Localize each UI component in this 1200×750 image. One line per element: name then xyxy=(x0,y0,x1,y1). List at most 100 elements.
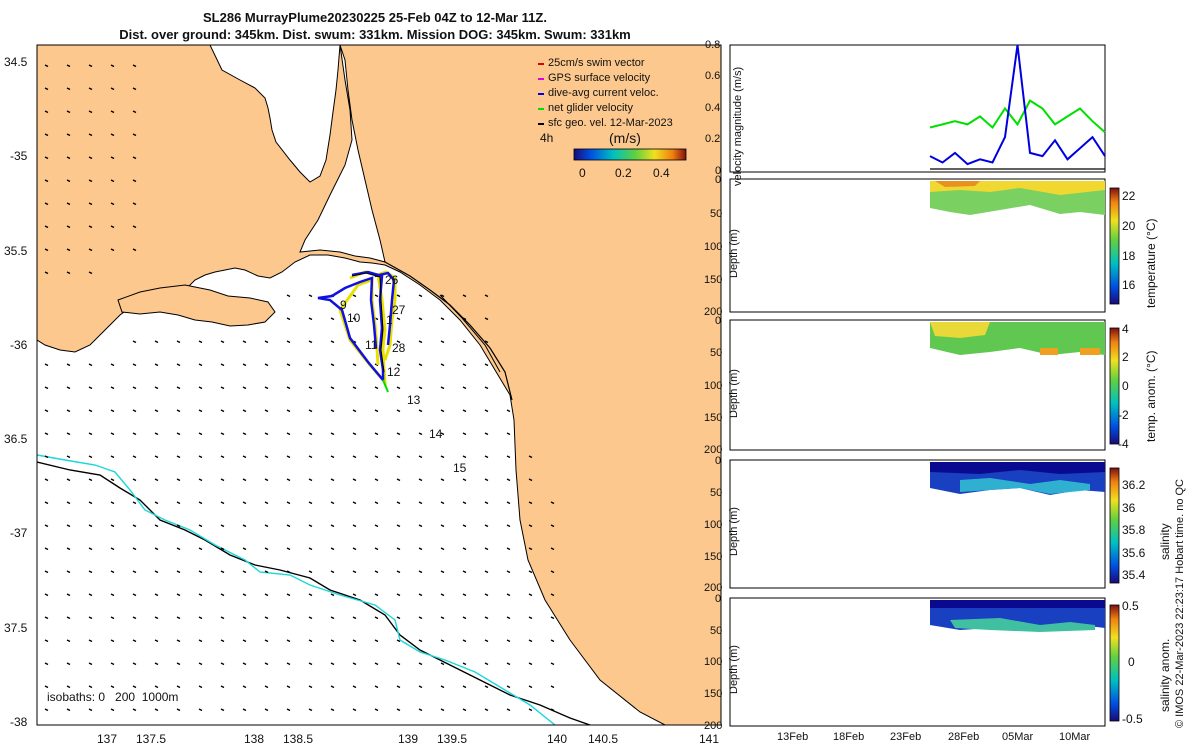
vector-arrow xyxy=(88,685,93,689)
salinity-anom-colorbar xyxy=(1109,604,1120,722)
vector-arrow xyxy=(396,662,401,666)
tanom-ylabel: Depth (m) xyxy=(728,369,740,418)
vector-arrow xyxy=(418,294,423,298)
vector-arrow xyxy=(264,501,269,505)
ytick: 200 xyxy=(704,444,723,456)
vector-arrow xyxy=(66,202,71,206)
vector-arrow xyxy=(66,639,71,643)
temp-ylabel: Depth (m) xyxy=(728,229,740,278)
time-tick: 23Feb xyxy=(890,731,922,743)
vector-arrow xyxy=(198,432,203,436)
legend-swatch xyxy=(538,77,544,80)
vector-arrow xyxy=(88,708,93,712)
vector-arrow xyxy=(66,616,71,620)
vector-arrow xyxy=(418,455,423,459)
vector-arrow xyxy=(198,363,203,367)
vector-arrow xyxy=(132,478,137,482)
vector-arrow xyxy=(418,363,423,367)
vector-arrow xyxy=(154,340,159,344)
vector-arrow xyxy=(154,662,159,666)
vector-arrow xyxy=(176,662,181,666)
vector-arrow xyxy=(66,547,71,551)
vector-arrow xyxy=(110,616,115,620)
vector-arrow xyxy=(440,478,445,482)
vector-arrow xyxy=(440,685,445,689)
vector-arrow xyxy=(396,455,401,459)
vector-arrow xyxy=(308,363,313,367)
vector-arrow xyxy=(462,501,467,505)
vector-arrow xyxy=(242,708,247,712)
temperature-colorbar xyxy=(1109,187,1120,305)
vector-arrow xyxy=(66,455,71,459)
vector-arrow xyxy=(220,478,225,482)
vector-arrow xyxy=(308,478,313,482)
vector-arrow xyxy=(220,455,225,459)
cbar-tick: 0.5 xyxy=(1122,599,1139,613)
vector-arrow xyxy=(44,133,49,137)
vector-arrow xyxy=(220,708,225,712)
legend-label: 25cm/s swim vector xyxy=(548,57,645,69)
vector-arrow xyxy=(462,409,467,413)
vector-arrow xyxy=(264,593,269,597)
vector-arrow xyxy=(154,547,159,551)
vector-arrow xyxy=(418,501,423,505)
map-frame xyxy=(36,44,722,726)
vector-arrow xyxy=(418,639,423,643)
land-kangaroo-island xyxy=(117,284,276,327)
time-tick: 18Feb xyxy=(833,731,865,743)
vector-arrow xyxy=(418,317,423,321)
vector-arrow xyxy=(528,639,533,643)
vector-arrow xyxy=(440,593,445,597)
vector-arrow xyxy=(110,524,115,528)
vector-arrow xyxy=(176,616,181,620)
vector-arrow xyxy=(506,616,511,620)
vector-arrow xyxy=(242,363,247,367)
vector-arrow xyxy=(154,501,159,505)
vector-arrow xyxy=(88,409,93,413)
cbar-tick: 0 xyxy=(1128,655,1135,669)
vector-arrow xyxy=(264,662,269,666)
track-label: 27 xyxy=(392,303,406,317)
vector-arrow xyxy=(264,478,269,482)
vector-arrow xyxy=(374,294,379,298)
vector-arrow xyxy=(462,547,467,551)
vector-arrow xyxy=(242,524,247,528)
vector-arrow xyxy=(330,409,335,413)
ytick: 0 xyxy=(715,315,722,327)
ytick: 37.5 xyxy=(4,621,28,635)
vector-arrow xyxy=(352,685,357,689)
vector-arrow xyxy=(176,570,181,574)
vector-arrow xyxy=(462,340,467,344)
vector-arrow xyxy=(44,501,49,505)
vector-arrow xyxy=(176,386,181,390)
vector-arrow xyxy=(330,524,335,528)
vector-arrow xyxy=(66,524,71,528)
temp-cbar-label: temperature (°C) xyxy=(1144,218,1158,309)
time-tick: 28Feb xyxy=(948,731,980,743)
vector-arrow xyxy=(330,639,335,643)
vector-arrow xyxy=(418,478,423,482)
vector-arrow xyxy=(176,708,181,712)
legend-swatch xyxy=(538,92,544,95)
vector-arrow xyxy=(66,409,71,413)
vector-arrow xyxy=(88,662,93,666)
vector-arrow xyxy=(286,685,291,689)
right-panels xyxy=(729,44,1120,727)
vector-arrow xyxy=(88,110,93,114)
vector-arrow xyxy=(110,156,115,160)
vector-arrow xyxy=(110,639,115,643)
vector-arrow xyxy=(88,156,93,160)
vector-arrow xyxy=(66,570,71,574)
track-label: 1 xyxy=(386,313,393,327)
legend-entry: dive-avg current veloc. xyxy=(538,86,673,101)
vector-arrow xyxy=(462,593,467,597)
vector-arrow xyxy=(198,340,203,344)
vector-arrow xyxy=(484,501,489,505)
vector-arrow xyxy=(418,340,423,344)
vector-arrow xyxy=(44,156,49,160)
vector-arrow xyxy=(44,363,49,367)
vector-arrow xyxy=(352,662,357,666)
vector-arrow xyxy=(132,639,137,643)
vector-arrow xyxy=(462,685,467,689)
